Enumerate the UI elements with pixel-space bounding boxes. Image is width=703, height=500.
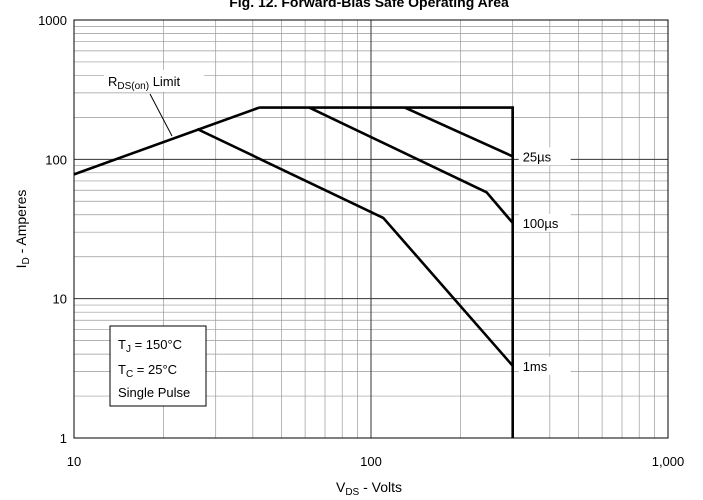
series-layer bbox=[73, 106, 515, 438]
x-tick-label: 100 bbox=[360, 454, 382, 469]
y-tick-label: 1000 bbox=[38, 13, 67, 28]
curve-label: 25µs bbox=[523, 149, 552, 164]
curve-label: 1ms bbox=[523, 359, 548, 374]
condition-tj: TJ = 150°C bbox=[118, 337, 182, 355]
condition-tc: TC = 25°C bbox=[118, 362, 177, 380]
y-axis-label: ID - Amperes bbox=[13, 190, 32, 269]
curve-label-bg bbox=[518, 356, 571, 375]
series-line-25-s bbox=[404, 106, 515, 159]
x-axis-label: VDS - Volts bbox=[336, 479, 402, 498]
rds-limit-label-bg bbox=[104, 70, 204, 92]
y-tick-label: 100 bbox=[45, 152, 67, 167]
curve-label-bg bbox=[518, 147, 571, 166]
rds-limit-leader bbox=[149, 93, 173, 137]
y-tick-label: 10 bbox=[53, 292, 67, 307]
condition-pulse: Single Pulse bbox=[118, 385, 190, 400]
curve-labels: 25µs 100µs 1ms bbox=[518, 147, 571, 375]
curve-label: 100µs bbox=[523, 216, 559, 231]
plot-frame bbox=[73, 19, 669, 439]
series-line-1ms bbox=[196, 127, 514, 367]
x-tick-label: 1,000 bbox=[652, 454, 685, 469]
chart-title: Fig. 12. Forward-Bias Safe Operating Are… bbox=[229, 0, 509, 10]
series-line-boundary bbox=[259, 106, 515, 438]
series-line-rds-on-limit bbox=[73, 106, 260, 176]
conditions-box bbox=[109, 325, 207, 407]
x-tick-label: 10 bbox=[67, 454, 81, 469]
rds-limit-label: RDS(on) Limit bbox=[108, 74, 181, 92]
curve-label-bg bbox=[518, 213, 571, 232]
series-line-100-s bbox=[308, 106, 514, 224]
y-tick-label: 1 bbox=[60, 431, 67, 446]
